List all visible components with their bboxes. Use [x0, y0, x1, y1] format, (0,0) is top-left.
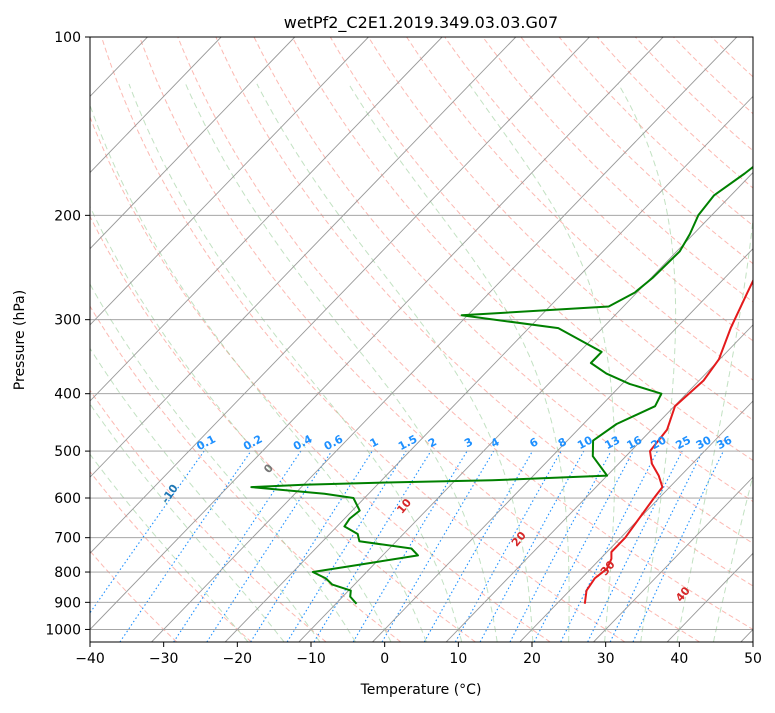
x-tick-label: 20 — [523, 651, 541, 667]
y-tick-label: 900 — [54, 595, 81, 611]
y-axis-title: Pressure (hPa) — [12, 290, 28, 390]
y-tick-label: 500 — [54, 444, 81, 460]
x-tick-label: −10 — [296, 651, 326, 667]
y-tick-label: 200 — [54, 208, 81, 224]
x-tick-label: −40 — [75, 651, 105, 667]
y-tick-label: 1000 — [45, 622, 81, 638]
x-tick-label: 0 — [380, 651, 389, 667]
x-tick-label: 50 — [744, 651, 762, 667]
y-tick-label: 300 — [54, 313, 81, 329]
x-tick-label: 40 — [670, 651, 688, 667]
y-tick-label: 100 — [54, 30, 81, 46]
x-tick-label: 30 — [597, 651, 615, 667]
y-tick-label: 700 — [54, 531, 81, 547]
x-tick-label: −20 — [223, 651, 253, 667]
chart-title: wetPf2_C2E1.2019.349.03.03.G07 — [284, 13, 558, 33]
x-axis-title: Temperature (°C) — [360, 682, 482, 698]
x-tick-label: 10 — [449, 651, 467, 667]
y-tick-label: 800 — [54, 565, 81, 581]
y-tick-label: 600 — [54, 491, 81, 507]
x-tick-label: −30 — [149, 651, 179, 667]
y-tick-label: 400 — [54, 387, 81, 403]
